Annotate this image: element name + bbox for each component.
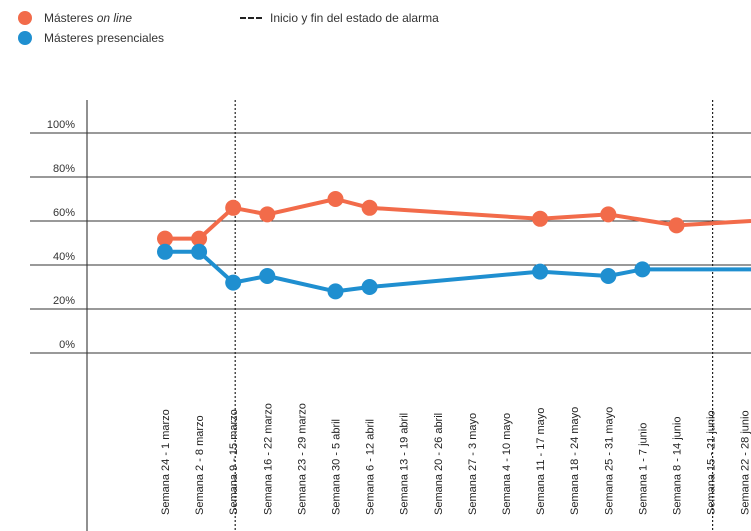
x-category-label: Semana 27 - 3 mayo [467, 413, 479, 515]
x-category-label: Semana 11 - 17 mayo [535, 408, 547, 515]
data-point [327, 283, 344, 300]
legend-dot-presencial [18, 31, 32, 45]
y-tick-label: 100% [47, 119, 75, 131]
x-category-label: Semana 9 - 15 marzo [228, 409, 240, 515]
x-category-label: Semana 16 - 22 marzo [262, 403, 274, 515]
data-point [668, 217, 685, 234]
x-category-label: Semana 2 - 8 marzo [194, 415, 206, 515]
legend-label-alarm: Inicio y fin del estado de alarma [270, 11, 439, 25]
data-point [361, 279, 378, 295]
data-point [532, 263, 549, 280]
data-point [157, 243, 173, 260]
data-point [191, 230, 208, 247]
legend: Másteres on line Másteres presenciales [18, 8, 164, 48]
x-category-label: Semana 23 - 29 marzo [296, 403, 308, 515]
x-category-label: Semana 13 - 19 abril [399, 413, 411, 515]
series-line-1 [165, 249, 751, 294]
y-tick-label: 40% [53, 251, 75, 263]
legend-item-online: Másteres on line [18, 8, 164, 28]
x-category-label: Semana 8 - 14 junio [672, 417, 684, 515]
legend-label-presencial: Másteres presenciales [44, 31, 165, 45]
data-point [600, 206, 617, 223]
data-point [157, 230, 173, 247]
x-category-label: Semana 15 - 21 junio [706, 410, 718, 515]
data-point [532, 210, 549, 227]
x-category-label: Semana 1 - 7 junio [637, 423, 649, 515]
series-line-0 [165, 197, 751, 241]
y-tick-label: 80% [53, 163, 75, 175]
data-point [634, 261, 651, 278]
x-category-label: Semana 20 - 26 abril [433, 413, 445, 515]
data-point [259, 206, 276, 223]
x-category-label: Semana 4 - 10 mayo [501, 413, 513, 515]
data-point [361, 199, 378, 216]
data-point [225, 274, 242, 291]
data-point [191, 243, 208, 260]
data-point [327, 191, 344, 207]
y-tick-label: 20% [53, 295, 75, 307]
x-category-label: Semana 6 - 12 abril [365, 419, 377, 515]
legend-dot-online [18, 11, 32, 25]
y-tick-label: 0% [59, 339, 75, 351]
x-category-label: Semana 30 - 5 abril [331, 419, 343, 515]
x-category-label: Semana 24 - 1 marzo [160, 409, 172, 515]
legend-item-presencial: Másteres presenciales [18, 28, 164, 48]
x-category-label: Semana 18 - 24 mayo [569, 407, 581, 515]
legend-dash-sample [240, 17, 262, 19]
legend-label-online: Másteres on line [44, 11, 133, 25]
x-category-label: Semana 25 - 31 mayo [603, 407, 615, 515]
x-category-label: Semana 22 - 28 junio [740, 410, 751, 515]
data-point [259, 268, 276, 284]
data-point [600, 268, 617, 284]
y-tick-label: 60% [53, 207, 75, 219]
data-point [225, 199, 242, 216]
legend-item-alarm: Inicio y fin del estado de alarma [240, 8, 439, 28]
